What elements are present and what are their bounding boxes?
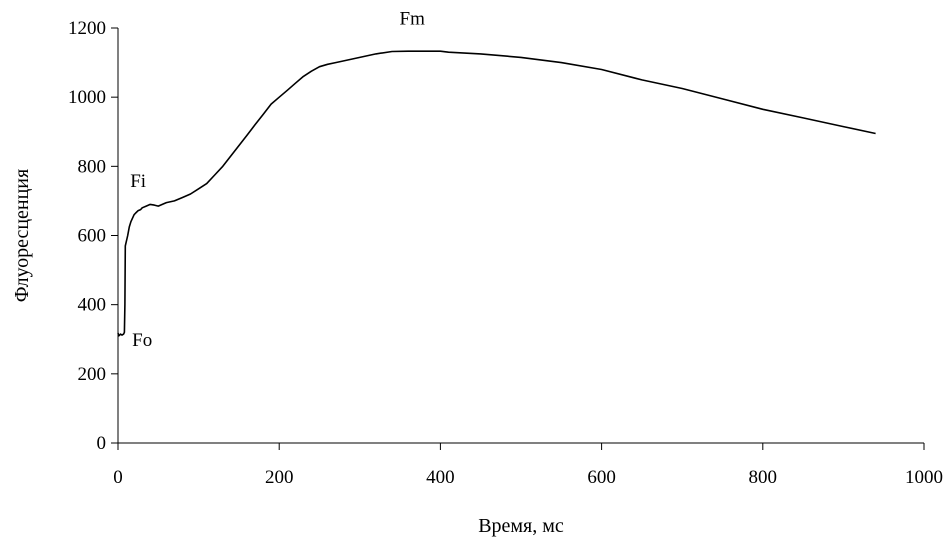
x-tick-label: 1000 <box>905 467 943 488</box>
annotation-fm: Fm <box>400 9 426 30</box>
annotation-fi: Fi <box>130 171 146 192</box>
x-tick-label: 600 <box>587 467 616 488</box>
y-axis-label: Флуоресценция <box>11 169 33 302</box>
y-tick-label: 400 <box>78 295 107 316</box>
x-tick-label: 200 <box>265 467 294 488</box>
x-tick-label: 0 <box>113 467 123 488</box>
tick-labels: 0 200 400 600 800 1000 1200 0 200 400 600 800 1000 <box>68 18 943 488</box>
ticks <box>111 27 925 450</box>
y-tick-label: 600 <box>78 226 107 247</box>
y-tick-label: 200 <box>78 364 107 385</box>
y-tick-label: 0 <box>97 433 107 454</box>
axes <box>117 28 924 444</box>
x-tick-label: 400 <box>426 467 455 488</box>
annotation-fo: Fo <box>132 330 152 351</box>
annotations: Fo Fi Fm <box>130 9 425 352</box>
y-tick-label: 800 <box>78 156 107 177</box>
x-tick-label: 800 <box>749 467 778 488</box>
x-axis-label: Время, мс <box>478 515 564 537</box>
fluorescence-curve <box>117 50 876 337</box>
y-tick-label: 1200 <box>68 18 106 39</box>
y-tick-label: 1000 <box>68 87 106 108</box>
